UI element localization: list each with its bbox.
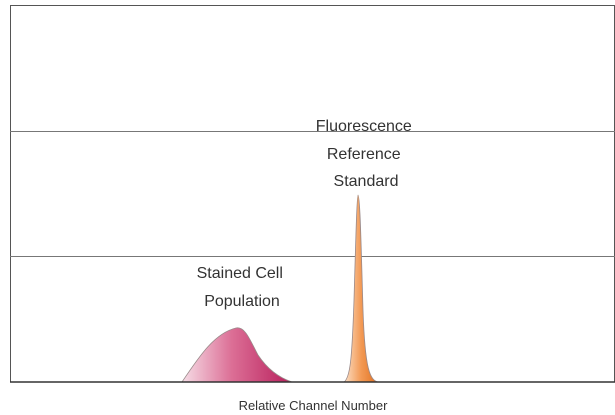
annotation: Fluorescence Reference Standard <box>316 118 417 190</box>
annotation-line: Population <box>204 293 280 310</box>
reference-standard-peak <box>342 194 379 383</box>
plot-frame <box>10 5 615 383</box>
annotation-line: Fluorescence <box>316 118 412 135</box>
cell-population-peak <box>181 327 293 383</box>
annotation-line: Standard <box>334 173 399 190</box>
annotation-line: Stained Cell <box>197 265 283 282</box>
annotation: Stained Cell Population <box>197 265 288 310</box>
annotation-line: Reference <box>327 146 401 163</box>
x-axis-label: Relative Channel Number <box>239 398 389 413</box>
